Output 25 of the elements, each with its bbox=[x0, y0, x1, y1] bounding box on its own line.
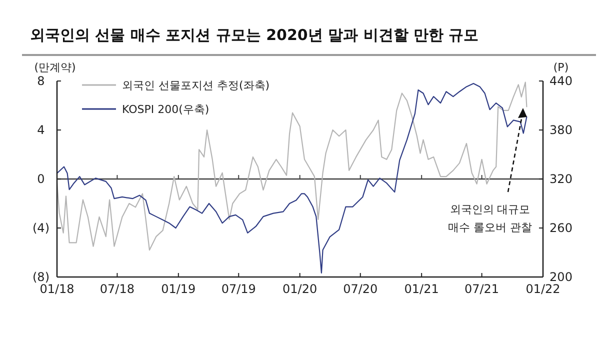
x-tick-label: 01/19 bbox=[161, 282, 196, 296]
x-tick-label: 07/18 bbox=[100, 282, 135, 296]
y2-tick-label: 320 bbox=[550, 172, 572, 186]
y2-tick-label: 200 bbox=[550, 270, 572, 284]
chart-title: 외국인의 선물 매수 포지션 규모는 2020년 말과 비견할 만한 규모 bbox=[30, 26, 479, 44]
y2-tick-label: 440 bbox=[550, 74, 572, 88]
x-tick-label: 01/22 bbox=[526, 282, 560, 296]
y-tick-label: (8) bbox=[32, 270, 50, 284]
x-tick-label: 07/21 bbox=[464, 282, 500, 296]
y2-axis-title: (P) bbox=[553, 61, 569, 74]
legend-label: 외국인 선물포지션 추정(좌축) bbox=[122, 79, 270, 92]
y-tick-label: 4 bbox=[37, 123, 45, 137]
x-tick-label: 07/19 bbox=[221, 282, 256, 296]
annotation: 외국인의 대규모 매수 롤오버 관찰 bbox=[448, 203, 532, 234]
y2-tick-label: 260 bbox=[550, 221, 572, 235]
legend-label: KOSPI 200(우축) bbox=[122, 103, 210, 116]
y-tick-label: 8 bbox=[37, 74, 45, 88]
y-tick-label: (4) bbox=[32, 221, 50, 235]
x-tick-label: 01/21 bbox=[404, 282, 439, 296]
x-tick-label: 01/18 bbox=[40, 282, 74, 296]
x-tick-label: 07/20 bbox=[343, 282, 378, 296]
y-tick-label: 0 bbox=[37, 172, 45, 186]
y-axis-title: (만계약) bbox=[34, 61, 76, 74]
y2-tick-label: 380 bbox=[550, 123, 572, 137]
x-tick-label: 01/20 bbox=[282, 282, 318, 296]
